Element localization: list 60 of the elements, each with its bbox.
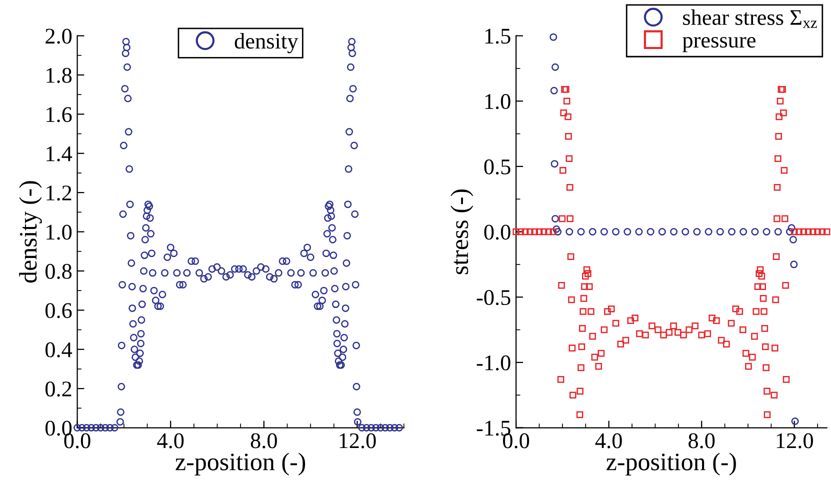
point [740, 228, 748, 236]
y-axis-title: density (-) [19, 181, 42, 283]
y-tick-label: 2.0 [46, 28, 72, 44]
point [786, 228, 794, 236]
point [552, 214, 559, 222]
legend-label: pressure [682, 36, 756, 52]
y-axis-title: stress (-) [450, 189, 474, 274]
point [624, 228, 632, 236]
point [790, 260, 798, 268]
point [550, 86, 558, 94]
y-tick-label: 1.0 [485, 94, 510, 110]
x-tick-label: 4.0 [595, 433, 622, 448]
y-tick-label: 0.5 [484, 159, 510, 174]
x-tick-label: 8.0 [250, 433, 277, 448]
point [577, 228, 585, 236]
point [646, 228, 654, 236]
y-tick-label: -1.0 [476, 355, 510, 370]
x-axis-title: z-position (-) [176, 452, 306, 476]
point [774, 228, 782, 236]
point [704, 228, 712, 236]
y-tick-label: 1.8 [46, 68, 72, 83]
point [716, 228, 724, 236]
point [612, 228, 620, 236]
point [566, 228, 574, 236]
y-tick-label: 1.2 [46, 186, 72, 201]
point [789, 236, 797, 244]
x-axis-title: z-position (-) [606, 452, 736, 476]
point [635, 228, 643, 236]
point [693, 228, 701, 236]
y-tick-label: 1.4 [46, 146, 72, 162]
point [751, 228, 759, 236]
y-tick-label: 0.6 [45, 303, 72, 318]
x-tick-label: 4.0 [157, 433, 184, 448]
point [658, 228, 666, 236]
point [728, 228, 736, 236]
y-tick-label: 0.2 [45, 382, 72, 397]
point [762, 228, 770, 236]
point [600, 228, 608, 236]
point [550, 33, 558, 41]
point [552, 63, 559, 71]
y-tick-label: 1.6 [46, 107, 72, 122]
point [552, 225, 560, 233]
y-tick-label: 0.4 [45, 342, 72, 358]
y-tick-label: 0.8 [45, 264, 72, 279]
legend-label: shear stress Σ$_{xz}$ [683, 9, 817, 28]
x-tick-label: 8.0 [688, 433, 715, 448]
y-tick-label: -0.5 [476, 290, 510, 306]
point [682, 228, 690, 236]
legend-label: density [234, 33, 298, 54]
x-tick-label: 12.0 [340, 433, 376, 448]
y-tick-label: 1.0 [46, 224, 72, 240]
x-tick-label: 12.0 [776, 433, 813, 448]
y-tick-label: 0.0 [484, 224, 510, 240]
point [554, 228, 562, 236]
point [791, 417, 799, 425]
point [550, 160, 558, 168]
y-tick-label: 1.5 [485, 28, 510, 44]
point [670, 228, 678, 236]
point [588, 228, 596, 236]
point [788, 224, 796, 232]
